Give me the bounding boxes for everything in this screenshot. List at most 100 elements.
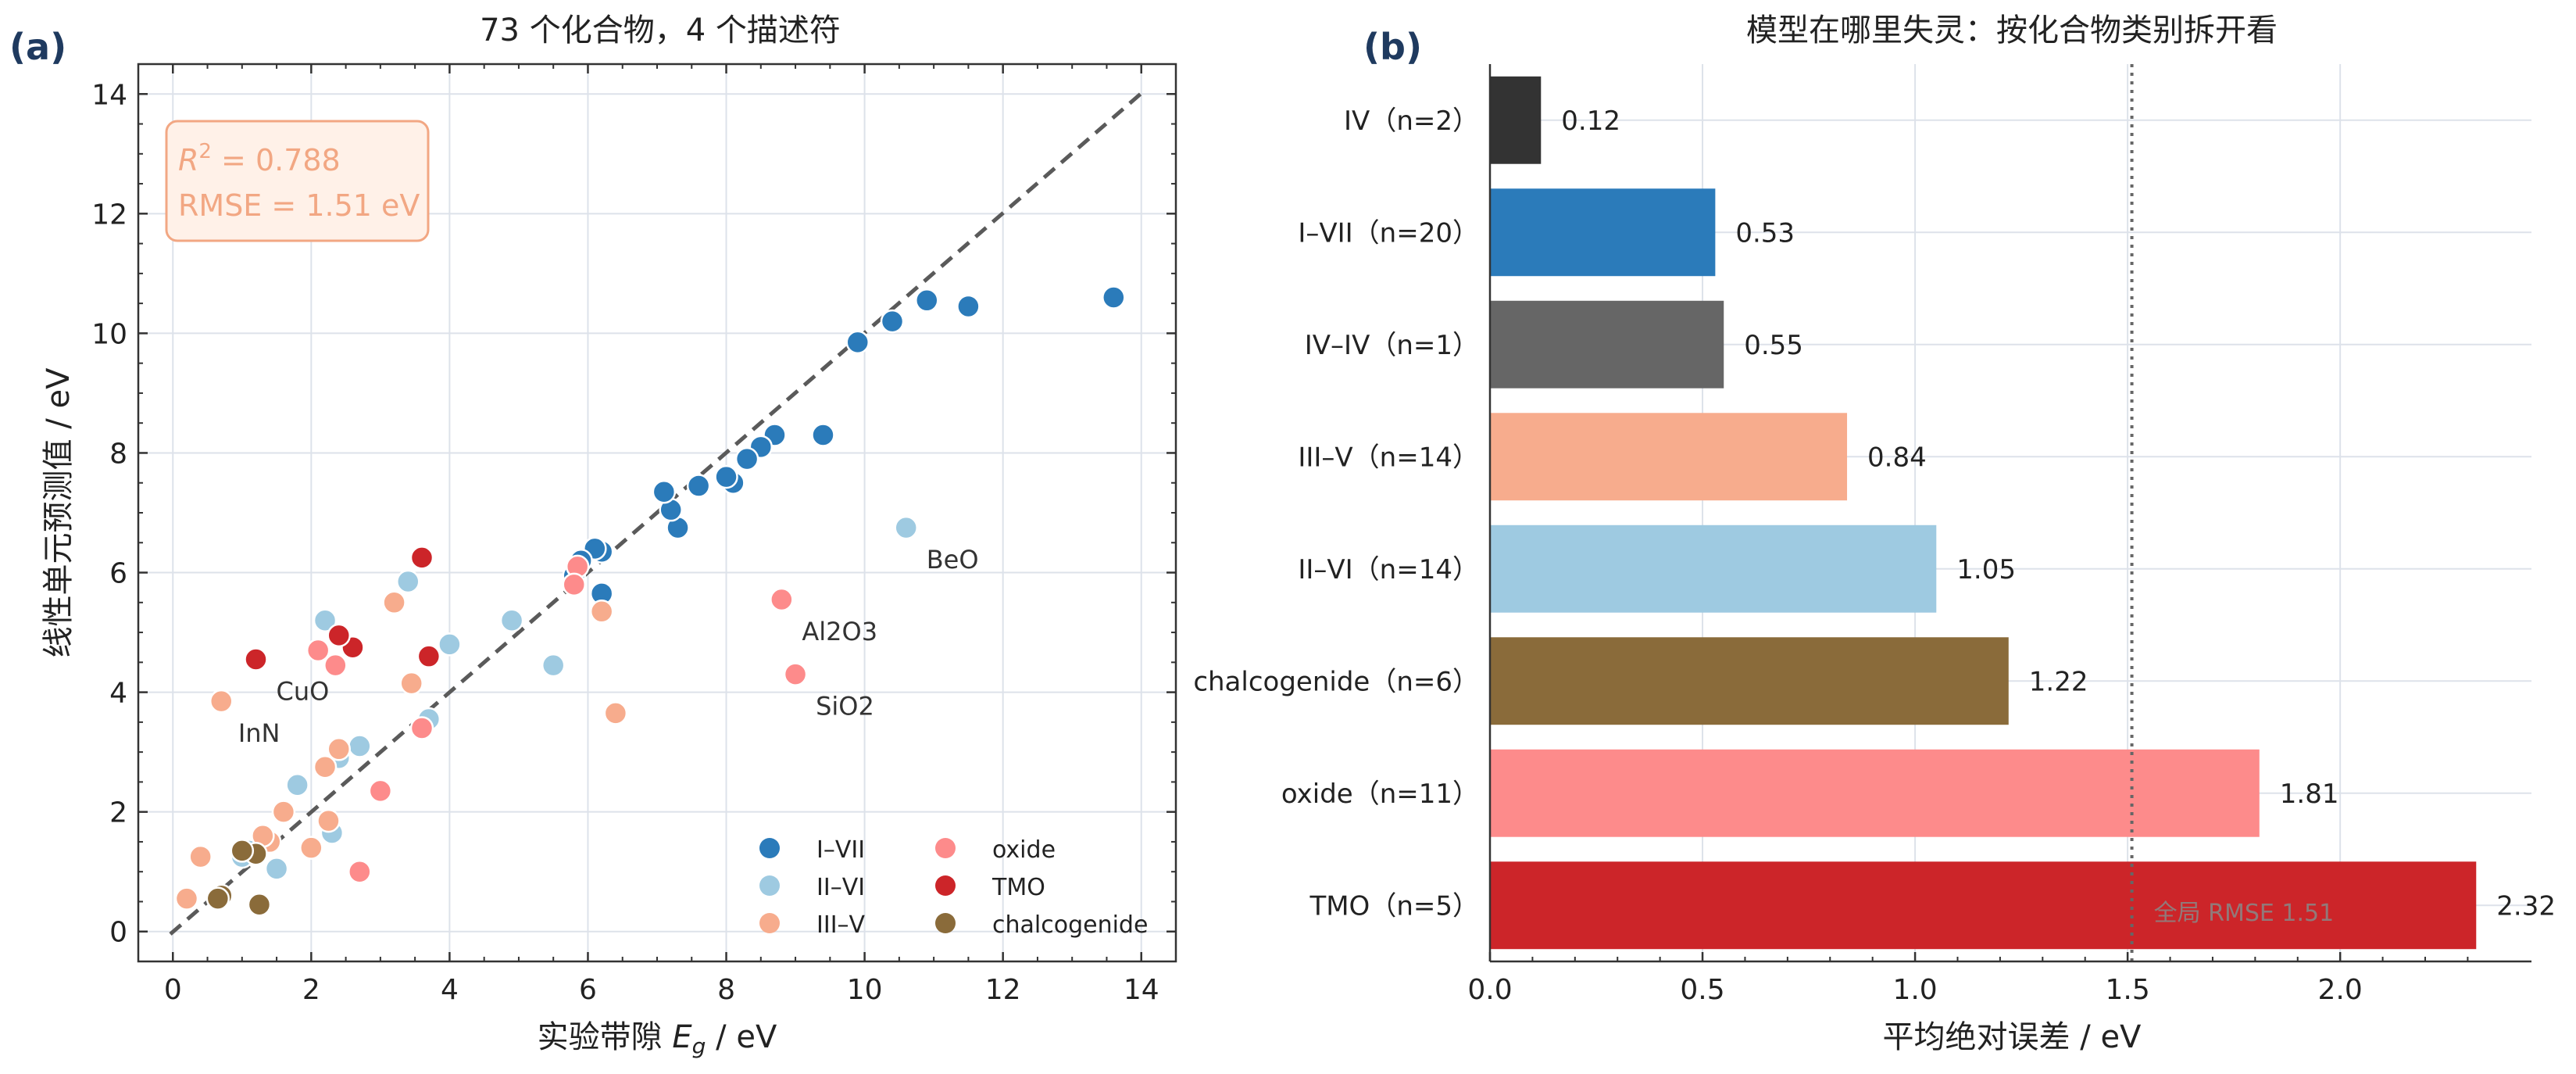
point-annotation: InN: [238, 718, 280, 748]
panel-a-ylabel: 线性单元预测值 / eV: [41, 367, 77, 658]
point-annotation: Al2O3: [802, 617, 877, 646]
data-point: [416, 644, 441, 668]
category-label: TMO（n=5）: [1309, 890, 1479, 922]
bar-value-label: 1.05: [1956, 554, 2016, 585]
point-annotation: SiO2: [816, 692, 874, 721]
data-point: [714, 464, 738, 489]
panel-a-ticks: 0 2 4 6 8 10 12 14 0 2 4 6 8 10 12 14: [91, 63, 1177, 1006]
data-point: [205, 886, 230, 911]
bar-value-label: 0.84: [1867, 442, 1927, 473]
bar-value-label: 0.55: [1744, 330, 1803, 361]
bar: [1490, 188, 1716, 277]
data-point: [589, 600, 614, 624]
category-label: I–VII（n=20）: [1298, 217, 1479, 249]
panel-b-xlabel: 平均绝对误差 / eV: [1883, 1019, 2142, 1055]
legend-label: chalcogenide: [992, 911, 1148, 939]
category-label: chalcogenide（n=6）: [1193, 666, 1479, 697]
data-point: [783, 662, 808, 686]
panel-a-title: 73 个化合物，4 个描述符: [480, 13, 841, 48]
bar-value-label: 1.81: [2280, 779, 2339, 810]
x-tick-label: 1.5: [2105, 974, 2149, 1006]
data-point: [438, 632, 462, 657]
legend-label: oxide: [992, 836, 1056, 864]
data-point: [299, 836, 323, 860]
data-point: [305, 638, 330, 663]
data-point: [313, 755, 338, 779]
data-point: [562, 572, 587, 597]
panel-b-label: (b): [1363, 26, 1422, 68]
data-point: [316, 808, 341, 833]
data-point: [323, 653, 348, 678]
y-tick-label: 10: [91, 318, 127, 350]
legend-label: I–VII: [816, 836, 865, 864]
point-annotation: BeO: [927, 545, 979, 575]
rmse-text: RMSE = 1.51 eV: [178, 188, 420, 223]
data-point: [409, 546, 434, 570]
panel-a: BeO Al2O3 SiO2 CuO InN 0 2 4 6 8 10 12 14 0 2 4 6 8 10 12 1…: [41, 63, 1177, 1059]
identity-diagonal: [169, 92, 1142, 936]
data-point: [271, 800, 296, 824]
bar: [1490, 413, 1848, 501]
x-tick-label: 2: [302, 974, 320, 1006]
x-tick-label: 0.5: [1680, 974, 1724, 1006]
bar: [1490, 300, 1724, 388]
y-tick-label: 4: [109, 678, 127, 710]
scatter-points: [174, 285, 1126, 917]
y-tick-label: 0: [109, 917, 127, 949]
legend-label: TMO: [991, 874, 1045, 901]
data-point: [264, 857, 289, 881]
y-tick-label: 6: [109, 558, 127, 590]
y-tick-label: 12: [91, 199, 127, 231]
data-point: [209, 689, 234, 714]
y-tick-label: 2: [109, 797, 127, 829]
stats-box: R2 = 0.788 RMSE = 1.51 eV: [165, 120, 430, 242]
x-tick-label: 10: [847, 974, 883, 1006]
data-point: [285, 772, 309, 797]
point-annotations: BeO Al2O3 SiO2 CuO InN: [238, 545, 979, 748]
data-point: [845, 330, 870, 355]
data-point: [247, 893, 272, 917]
data-point: [956, 294, 981, 319]
y-tick-label: 8: [109, 438, 127, 470]
data-point: [399, 671, 423, 696]
data-point: [313, 608, 338, 633]
panel-a-label: (a): [9, 26, 66, 68]
x-tick-label: 4: [441, 974, 459, 1006]
bar: [1490, 76, 1542, 164]
data-point: [396, 569, 420, 594]
point-annotation: CuO: [277, 677, 330, 707]
panel-a-grid: [138, 64, 1176, 961]
data-point: [603, 701, 628, 725]
data-point: [409, 716, 434, 740]
data-point: [382, 590, 406, 615]
x-tick-label: 8: [717, 974, 735, 1006]
data-point: [327, 737, 351, 761]
bar-value-label: 0.12: [1561, 106, 1620, 137]
data-point: [244, 647, 268, 671]
category-label: oxide（n=11）: [1281, 779, 1479, 810]
data-point: [652, 479, 677, 504]
data-point: [1102, 285, 1126, 310]
data-point: [348, 859, 372, 884]
data-point: [499, 608, 524, 633]
x-tick-label: 14: [1124, 974, 1159, 1006]
category-label: III–V（n=14）: [1298, 442, 1479, 473]
data-point: [368, 779, 393, 804]
bars: 0.12 IV（n=2） 0.53 I–VII（n=20） 0.55 IV–IV（n=1）…: [1193, 76, 2556, 950]
category-label: IV（n=2）: [1344, 106, 1479, 137]
x-tick-label: 6: [579, 974, 597, 1006]
bar-value-label: 2.32: [2496, 890, 2556, 922]
data-point: [327, 623, 351, 648]
legend-label: III–V: [816, 911, 866, 939]
panel-b-title: 模型在哪里失灵：按化合物类别拆开看: [1746, 13, 2278, 48]
data-point: [348, 734, 372, 758]
x-tick-label: 12: [985, 974, 1021, 1006]
panel-b: 0.12 IV（n=2） 0.53 I–VII（n=20） 0.55 IV–IV（n=1）…: [1193, 64, 2556, 1055]
data-point: [915, 288, 939, 313]
data-point: [230, 839, 255, 863]
y-tick-label: 14: [91, 79, 127, 111]
data-point: [541, 653, 566, 678]
bar: [1490, 749, 2260, 837]
category-label: IV–IV（n=1）: [1305, 330, 1479, 361]
